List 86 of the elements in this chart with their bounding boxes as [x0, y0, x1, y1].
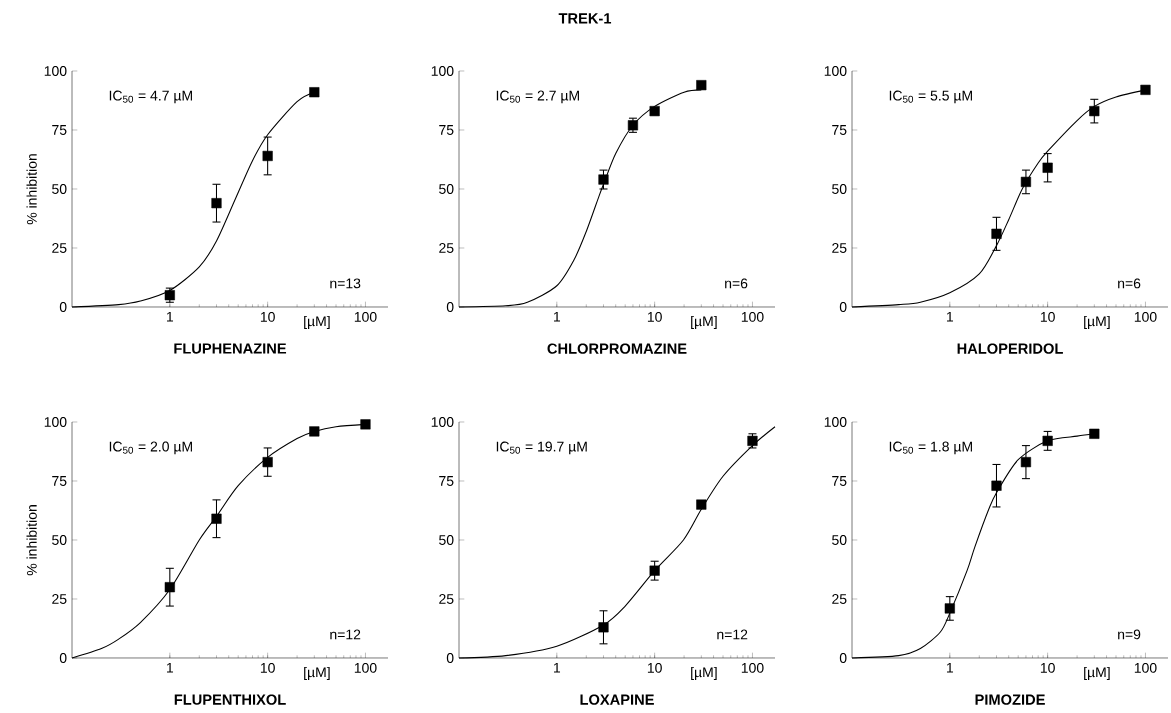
y-tick-label: 100 — [824, 66, 847, 76]
x-tick-label: 100 — [354, 311, 377, 322]
annotation: IC$_{50}$ = 1.8 µM — [889, 441, 972, 455]
x-tick-label: 10 — [260, 311, 275, 322]
annotation: n=13 — [330, 278, 361, 289]
x-axis-title: LOXAPINE — [580, 694, 654, 705]
x-axis-title: HALOPERIDOL — [957, 343, 1063, 354]
x-tick-label: 1 — [167, 662, 174, 673]
x-axis-title: FLUPENTHIXOL — [174, 694, 286, 705]
annotation: n=6 — [1118, 278, 1141, 289]
y-tick-label: 100 — [431, 66, 454, 76]
x-tick-label: 1 — [554, 311, 561, 322]
x-tick-label: 10 — [1040, 662, 1055, 673]
point — [309, 426, 320, 437]
y-tick-label: 100 — [44, 417, 67, 427]
text: [µM] — [691, 666, 717, 680]
y-tick-label: 75 — [52, 125, 67, 135]
y-tick-label: 50 — [439, 184, 454, 194]
y-tick-label: 0 — [446, 302, 454, 312]
text: [µM] — [1084, 666, 1110, 680]
y-tick-label: 25 — [52, 594, 67, 604]
x-tick-label: 1 — [167, 311, 174, 322]
y-axis-title: % inhibition — [26, 505, 37, 576]
x-axis-title: PIMOZIDE — [975, 694, 1045, 705]
point — [309, 87, 320, 98]
x-tick-label: 10 — [647, 311, 662, 322]
x-tick-label: 1 — [947, 311, 954, 322]
y-tick-label: 0 — [446, 653, 454, 663]
y-tick-label: 25 — [832, 594, 847, 604]
y-tick-label: 100 — [431, 417, 454, 427]
text: [µM] — [691, 315, 717, 329]
text: [µM] — [1084, 315, 1110, 329]
y-tick-label: 75 — [439, 125, 454, 135]
annotation: n=9 — [1118, 629, 1141, 640]
x-tick-label: 100 — [354, 662, 377, 673]
annotation: IC$_{50}$ = 2.0 µM — [109, 441, 192, 455]
point — [262, 457, 273, 468]
y-tick-label: 0 — [59, 653, 67, 663]
y-axis-title: % inhibition — [26, 154, 37, 225]
x-tick-label: 100 — [741, 662, 764, 673]
y-tick-label: 25 — [52, 243, 67, 253]
point — [649, 565, 660, 576]
y-tick-label: 0 — [839, 653, 847, 663]
point — [262, 150, 273, 162]
y-tick-label: 50 — [832, 184, 847, 194]
y-tick-label: 25 — [439, 594, 454, 604]
y-tick-label: 100 — [824, 417, 847, 427]
y-tick-label: 50 — [52, 184, 67, 194]
y-tick-label: 75 — [832, 476, 847, 486]
text: [µM] — [304, 666, 330, 680]
y-tick-label: 50 — [832, 535, 847, 545]
chart-title: TREK-1 — [558, 13, 612, 24]
x-tick-label: 100 — [741, 311, 764, 322]
y-tick-label: 25 — [832, 243, 847, 253]
x-tick-label: 100 — [1134, 662, 1157, 673]
y-tick-label: 25 — [439, 243, 454, 253]
x-tick-label: 10 — [260, 662, 275, 673]
y-tick-label: 75 — [52, 476, 67, 486]
y-tick-label: 0 — [59, 302, 67, 312]
x-tick-label: 100 — [1134, 311, 1157, 322]
x-axis-title: CHLORPROMAZINE — [547, 343, 687, 354]
y-tick-label: 75 — [439, 476, 454, 486]
x-tick-label: 10 — [1040, 311, 1055, 322]
annotation: n=12 — [330, 629, 361, 640]
y-tick-label: 50 — [439, 535, 454, 545]
x-tick-label: 1 — [947, 662, 954, 673]
point — [164, 582, 175, 593]
annotation: n=12 — [717, 629, 748, 640]
x-axis-title: FLUPHENAZINE — [174, 343, 287, 354]
point — [211, 198, 222, 209]
x-tick-label: 1 — [554, 662, 561, 673]
point — [696, 499, 707, 510]
annotation: IC$_{50}$ = 4.7 µM — [109, 90, 192, 104]
annotation: IC$_{50}$ = 2.7 µM — [496, 90, 579, 104]
point — [211, 513, 222, 524]
annotation: n=6 — [725, 278, 748, 289]
text: [µM] — [304, 315, 330, 329]
x-tick-label: 10 — [647, 662, 662, 673]
point — [598, 622, 609, 633]
y-tick-label: 100 — [44, 66, 67, 76]
y-tick-label: 75 — [832, 125, 847, 135]
annotation: IC$_{50}$ = 5.5 µM — [889, 90, 972, 104]
point — [360, 419, 371, 430]
y-tick-label: 0 — [839, 302, 847, 312]
annotation: IC$_{50}$ = 19.7 µM — [496, 441, 587, 455]
y-tick-label: 50 — [52, 535, 67, 545]
